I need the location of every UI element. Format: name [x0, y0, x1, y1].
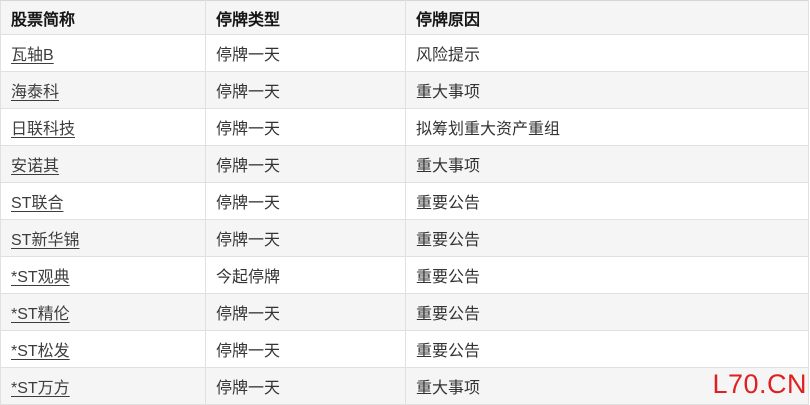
column-header-suspension-type: 停牌类型 — [205, 0, 406, 35]
suspension-type-cell: 停牌一天 — [205, 145, 406, 183]
stock-link[interactable]: *ST万方 — [11, 380, 70, 397]
suspension-reason-cell: 重要公告 — [405, 330, 809, 368]
suspension-reason-cell: 重大事项 — [405, 71, 809, 109]
suspension-reason-cell: 拟筹划重大资产重组 — [405, 108, 809, 146]
table-body: 瓦轴B 停牌一天 风险提示 海泰科 停牌一天 重大事项 日联科技 停牌一天 拟筹… — [0, 34, 809, 405]
header-row: 股票简称 停牌类型 停牌原因 — [0, 0, 809, 35]
suspension-type-cell: 今起停牌 — [205, 256, 406, 294]
suspension-type-cell: 停牌一天 — [205, 108, 406, 146]
table-row: ST新华锦 停牌一天 重要公告 — [0, 219, 809, 257]
stock-link[interactable]: ST新华锦 — [11, 232, 80, 249]
stock-name-cell: *ST精伦 — [0, 293, 206, 331]
table-row: 海泰科 停牌一天 重大事项 — [0, 71, 809, 109]
suspension-type-cell: 停牌一天 — [205, 71, 406, 109]
table-row: 瓦轴B 停牌一天 风险提示 — [0, 34, 809, 72]
stock-name-cell: ST新华锦 — [0, 219, 206, 257]
stock-name-cell: 安诺其 — [0, 145, 206, 183]
table-header: 股票简称 停牌类型 停牌原因 — [0, 0, 809, 35]
stock-link[interactable]: 日联科技 — [11, 121, 76, 138]
suspension-reason-cell: 重要公告 — [405, 182, 809, 220]
stock-link[interactable]: *ST观典 — [11, 269, 70, 286]
column-header-suspension-reason: 停牌原因 — [405, 0, 809, 35]
table-row: *ST松发 停牌一天 重要公告 — [0, 330, 809, 368]
suspension-reason-cell: 重要公告 — [405, 293, 809, 331]
suspension-type-cell: 停牌一天 — [205, 34, 406, 72]
stock-name-cell: *ST万方 — [0, 367, 206, 405]
table-row: *ST万方 停牌一天 重大事项 — [0, 367, 809, 405]
suspension-type-cell: 停牌一天 — [205, 219, 406, 257]
suspension-reason-cell: 重要公告 — [405, 256, 809, 294]
suspension-reason-cell: 重要公告 — [405, 219, 809, 257]
suspension-reason-cell: 风险提示 — [405, 34, 809, 72]
stock-link[interactable]: *ST松发 — [11, 343, 70, 360]
table-row: ST联合 停牌一天 重要公告 — [0, 182, 809, 220]
stock-name-cell: 日联科技 — [0, 108, 206, 146]
table-row: *ST观典 今起停牌 重要公告 — [0, 256, 809, 294]
stock-name-cell: ST联合 — [0, 182, 206, 220]
stock-name-cell: 瓦轴B — [0, 34, 206, 72]
suspension-type-cell: 停牌一天 — [205, 330, 406, 368]
table-row: 日联科技 停牌一天 拟筹划重大资产重组 — [0, 108, 809, 146]
table-row: 安诺其 停牌一天 重大事项 — [0, 145, 809, 183]
stock-link[interactable]: 海泰科 — [11, 84, 60, 101]
stock-link[interactable]: 安诺其 — [11, 158, 60, 175]
stock-name-cell: *ST观典 — [0, 256, 206, 294]
stock-link[interactable]: 瓦轴B — [11, 47, 54, 64]
suspension-reason-cell: 重大事项 — [405, 145, 809, 183]
stock-name-cell: *ST松发 — [0, 330, 206, 368]
suspension-type-cell: 停牌一天 — [205, 367, 406, 405]
stock-link[interactable]: *ST精伦 — [11, 306, 70, 323]
stock-link[interactable]: ST联合 — [11, 195, 64, 212]
suspension-type-cell: 停牌一天 — [205, 182, 406, 220]
suspension-type-cell: 停牌一天 — [205, 293, 406, 331]
stock-name-cell: 海泰科 — [0, 71, 206, 109]
suspension-reason-cell: 重大事项 — [405, 367, 809, 405]
table-row: *ST精伦 停牌一天 重要公告 — [0, 293, 809, 331]
column-header-stock-name: 股票简称 — [0, 0, 206, 35]
